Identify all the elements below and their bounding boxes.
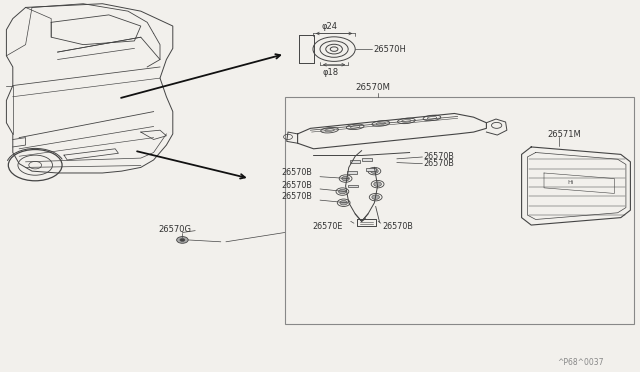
Circle shape (372, 195, 380, 199)
Bar (362, 158, 372, 161)
Text: 26570B: 26570B (282, 181, 312, 190)
Text: 26570H: 26570H (374, 45, 406, 54)
Circle shape (340, 201, 348, 205)
Circle shape (177, 237, 188, 243)
Text: 26570B: 26570B (424, 159, 454, 168)
Circle shape (374, 182, 381, 186)
Circle shape (180, 238, 185, 241)
Text: 26570G: 26570G (158, 225, 191, 234)
Text: 26571M: 26571M (547, 130, 581, 139)
Circle shape (342, 176, 349, 181)
Text: 26570M: 26570M (355, 83, 390, 92)
Text: φ18: φ18 (323, 68, 339, 77)
Text: 26570E: 26570E (312, 222, 342, 231)
Text: ^P68^0037: ^P68^0037 (557, 358, 604, 367)
Text: 26570B: 26570B (282, 192, 312, 201)
Text: 26570B: 26570B (424, 153, 454, 161)
Bar (347, 171, 357, 174)
Circle shape (339, 189, 346, 194)
Bar (366, 168, 376, 171)
Bar (350, 160, 360, 163)
Text: Hi: Hi (568, 180, 574, 185)
Text: 26570B: 26570B (282, 169, 312, 177)
Text: φ24: φ24 (321, 22, 337, 31)
Bar (285, 97, 634, 324)
Circle shape (371, 169, 378, 173)
Bar (348, 185, 358, 187)
Text: 26570B: 26570B (383, 222, 413, 231)
